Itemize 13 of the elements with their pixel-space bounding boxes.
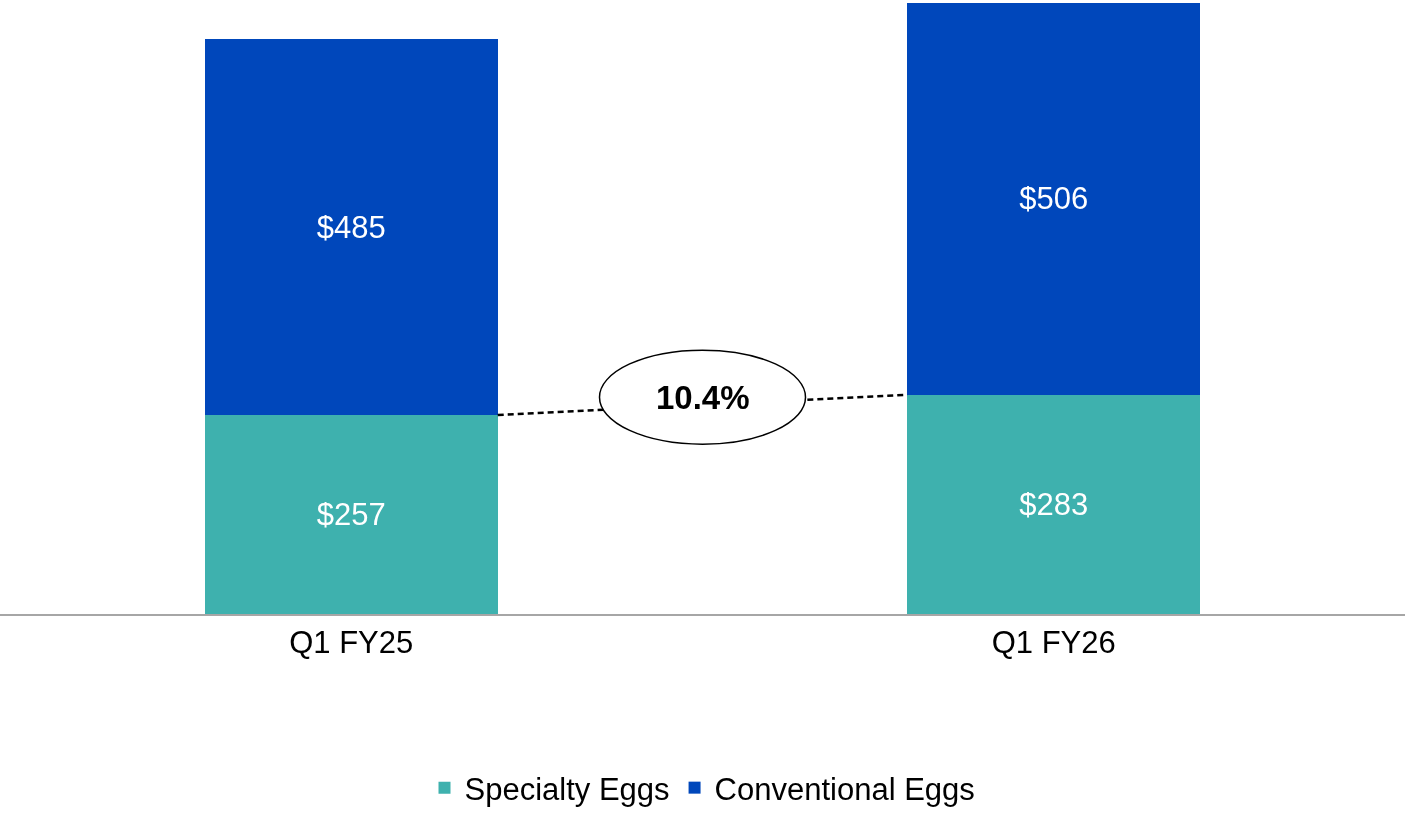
data-label: $506: [1019, 181, 1089, 217]
bar: [907, 394, 1201, 614]
x-tick-label: Q1 FY26: [991, 625, 1116, 661]
bar: [204, 414, 498, 614]
data-label: $257: [316, 496, 386, 532]
bar: [907, 3, 1201, 395]
legend-label: Conventional Eggs: [714, 771, 975, 807]
x-tick-label: Q1 FY25: [289, 625, 414, 661]
bar: [204, 39, 498, 415]
annotation: 10.4%: [656, 379, 750, 416]
data-label: $485: [316, 209, 386, 245]
data-label: $283: [1019, 486, 1089, 522]
legend-label: Specialty Eggs: [464, 771, 670, 807]
